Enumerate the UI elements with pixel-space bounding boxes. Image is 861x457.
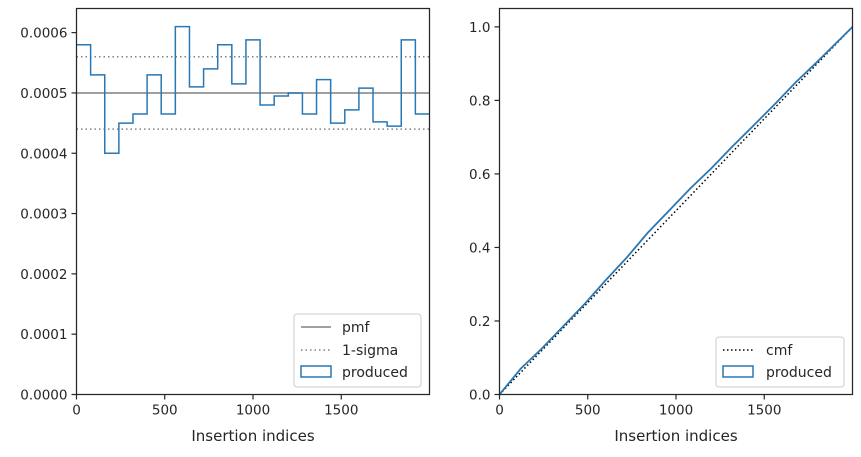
right-cmf-line: [498, 26, 854, 396]
right-x-tick-label: 1000: [659, 403, 693, 419]
left-x-axis-label: Insertion indices: [191, 427, 314, 445]
right-y-tick-label: 0.4: [469, 240, 490, 256]
left-legend-frame: [293, 313, 422, 388]
right-x-tick-label: 1500: [747, 403, 781, 419]
left-legend-produced-label: produced: [342, 365, 408, 381]
right-plot-frame: [498, 7, 854, 396]
right-x-tick-label: 0: [495, 403, 504, 419]
left-x-tick-label: 500: [152, 403, 178, 419]
left-y-ticks: 0.0000 0.0001 0.0002 0.0003 0.0004 0.0005 0.00…: [20, 26, 77, 404]
left-y-tick-label: 0.0001: [20, 327, 67, 343]
left-legend-sigma-label: 1-sigma: [342, 343, 398, 359]
left-legend: pmf 1-sigma produced: [293, 313, 422, 388]
left-plot-frame: [75, 7, 431, 396]
right-x-ticks: 0 500 1000 1500: [495, 394, 781, 419]
left-x-tick-label: 1500: [324, 403, 358, 419]
right-x-axis-label: Insertion indices: [614, 427, 737, 445]
left-x-tick-label: 0: [72, 403, 81, 419]
right-y-tick-label: 0.0: [469, 388, 490, 404]
left-chart: 0 500 1000 1500 0.00000.00010.00020.00030.0…: [20, 7, 431, 445]
left-x-ticks: 0 500 1000 1500: [72, 394, 358, 419]
right-chart: 0 500 1000 1500 0.0 0.2 0.4 0.6 0.8 1.0 Insertio…: [469, 7, 854, 445]
right-produced-line: [498, 26, 854, 396]
right-legend-cmf-label: cmf: [766, 343, 793, 359]
left-legend-pmf-label: pmf: [342, 320, 371, 336]
left-y-tick-label: 0.0006: [20, 26, 67, 42]
right-y-tick-label: 0.6: [469, 167, 490, 183]
left-y-tick-label: 0.0002: [20, 267, 67, 283]
left-y-tick-label: 0.0003: [20, 207, 67, 223]
right-legend-produced-swatch: [722, 365, 754, 378]
left-x-tick-label: 1000: [236, 403, 270, 419]
right-y-ticks: 0.0 0.2 0.4 0.6 0.8 1.0: [469, 20, 500, 404]
left-y-tick-label: 0.0000: [20, 388, 67, 404]
right-y-tick-label: 0.2: [469, 314, 490, 330]
left-histogram-produced: [76, 25, 430, 154]
left-y-tick-label: 0.0004: [20, 146, 67, 162]
right-legend-produced-label: produced: [766, 365, 832, 381]
right-legend: cmf produced: [715, 336, 845, 388]
left-legend-produced-swatch: [300, 365, 332, 378]
right-y-tick-label: 0.8: [469, 93, 490, 109]
left-y-tick-label: 0.0005: [20, 86, 67, 102]
right-x-tick-label: 500: [575, 403, 601, 419]
right-y-tick-label: 1.0: [469, 20, 490, 36]
